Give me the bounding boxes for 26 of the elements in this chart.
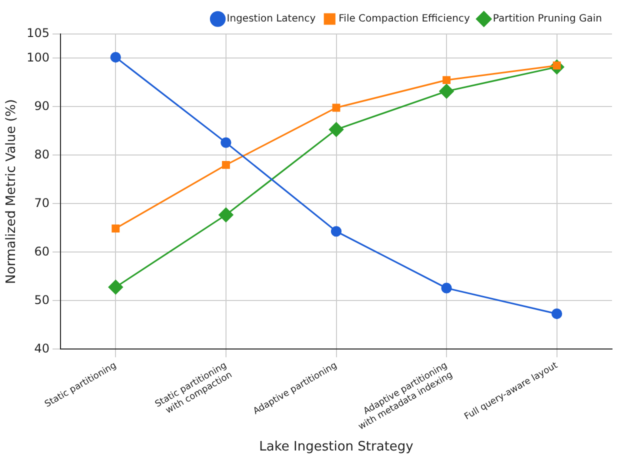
point xyxy=(552,308,562,320)
point xyxy=(442,76,451,84)
point xyxy=(112,224,120,232)
y-axis-title: Normalized Metric Value (%) xyxy=(4,99,20,284)
y-tick-label: 105 xyxy=(26,26,50,40)
y-tick-label: 50 xyxy=(34,292,50,307)
y-tick-label: 60 xyxy=(34,244,50,258)
legend-label: Partition Pruning Gain xyxy=(492,14,602,25)
y-tick-label: 40 xyxy=(34,341,50,356)
point xyxy=(108,280,123,294)
y-tick-label: 100 xyxy=(26,50,50,64)
legend-label: Ingestion Latency xyxy=(226,14,316,25)
point xyxy=(328,122,344,137)
legend-label: File Compaction Efficiency xyxy=(338,14,470,25)
y-tick-label: 90 xyxy=(34,98,50,113)
point xyxy=(222,160,230,169)
y-tick-label: 70 xyxy=(34,196,50,210)
y-tick-label: 80 xyxy=(34,147,50,162)
point xyxy=(332,104,340,112)
point xyxy=(110,52,121,63)
point xyxy=(218,208,234,222)
point xyxy=(330,226,342,237)
point xyxy=(441,282,452,294)
point xyxy=(220,137,232,148)
point xyxy=(439,84,454,99)
x-axis-title: Lake Ingestion Strategy xyxy=(259,440,414,455)
